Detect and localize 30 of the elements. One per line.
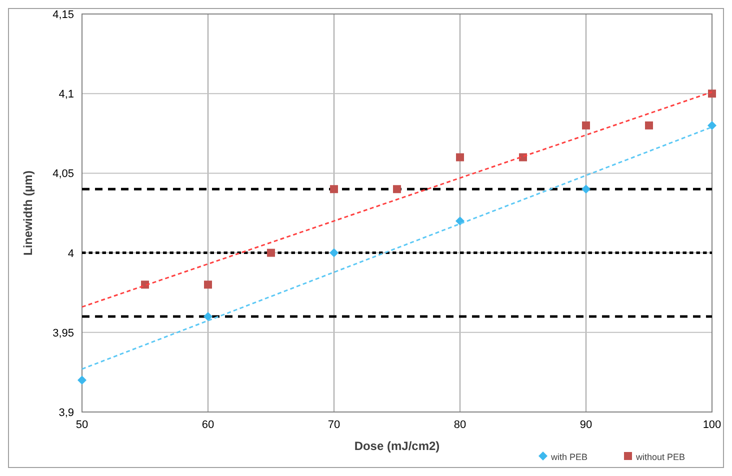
x-tick-label: 100 bbox=[702, 419, 722, 431]
x-axis-title: Dose (mJ/cm2) bbox=[354, 439, 440, 453]
point bbox=[645, 121, 653, 130]
point bbox=[393, 185, 401, 194]
point bbox=[330, 185, 338, 194]
point bbox=[582, 121, 590, 130]
y-axis-title: Linewidth (µm) bbox=[21, 170, 35, 256]
point bbox=[204, 280, 212, 289]
point bbox=[708, 90, 716, 98]
legend-label: without PEB bbox=[635, 452, 686, 462]
y-tick-label: 4 bbox=[68, 248, 74, 260]
point bbox=[78, 376, 86, 385]
y-tick-label: 4,05 bbox=[52, 168, 74, 180]
point bbox=[330, 248, 338, 258]
x-tick-label: 50 bbox=[76, 419, 88, 431]
x-tick-label: 90 bbox=[580, 419, 592, 431]
x-tick-label: 80 bbox=[454, 419, 466, 431]
point bbox=[204, 312, 212, 321]
y-tick-label: 4,15 bbox=[52, 9, 74, 21]
x-tick-label: 60 bbox=[202, 419, 214, 431]
legend-label: with PEB bbox=[550, 452, 588, 462]
y-tick-label: 4,1 bbox=[58, 88, 74, 101]
point bbox=[456, 216, 464, 226]
x-tick-label: 70 bbox=[328, 419, 340, 431]
y-tick-label: 3,95 bbox=[52, 327, 74, 340]
point bbox=[267, 248, 275, 257]
y-tick-label: 3,9 bbox=[58, 407, 74, 419]
point bbox=[456, 153, 464, 162]
point bbox=[708, 120, 716, 130]
point bbox=[582, 184, 590, 194]
